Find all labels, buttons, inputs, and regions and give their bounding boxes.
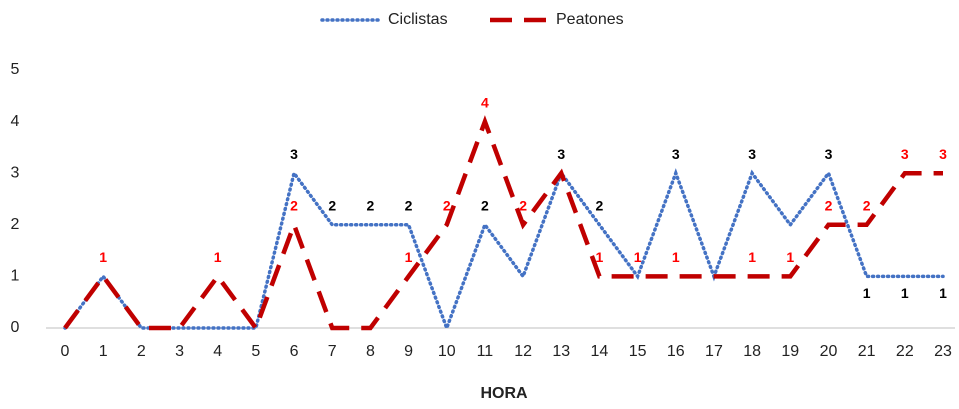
y-tick-label: 4 bbox=[11, 113, 20, 130]
data-label: 3 bbox=[748, 146, 756, 162]
data-label: 1 bbox=[634, 249, 642, 265]
x-axis-label: HORA bbox=[480, 385, 528, 402]
x-tick-label: 17 bbox=[705, 343, 723, 360]
data-label: 3 bbox=[672, 146, 680, 162]
data-label: 2 bbox=[481, 198, 489, 214]
y-tick-label: 1 bbox=[11, 268, 20, 285]
data-label: 1 bbox=[748, 249, 756, 265]
x-tick-label: 4 bbox=[213, 343, 222, 360]
x-tick-label: 12 bbox=[514, 343, 532, 360]
data-label: 3 bbox=[290, 146, 298, 162]
data-label: 2 bbox=[863, 198, 871, 214]
y-tick-label: 2 bbox=[11, 216, 20, 233]
data-label: 2 bbox=[328, 198, 336, 214]
x-tick-label: 23 bbox=[934, 343, 952, 360]
x-tick-label: 21 bbox=[858, 343, 876, 360]
series-line bbox=[63, 168, 945, 334]
x-tick-label: 8 bbox=[366, 343, 375, 360]
data-label: 1 bbox=[214, 249, 222, 265]
x-tick-label: 13 bbox=[552, 343, 570, 360]
data-label: 1 bbox=[901, 285, 909, 301]
data-label: 1 bbox=[672, 249, 680, 265]
x-tick-label: 3 bbox=[175, 343, 184, 360]
legend-label: Peatones bbox=[556, 11, 624, 28]
data-label: 2 bbox=[596, 198, 604, 214]
x-tick-label: 22 bbox=[896, 343, 914, 360]
x-tick-label: 20 bbox=[820, 343, 838, 360]
x-tick-label: 1 bbox=[99, 343, 108, 360]
x-tick-label: 7 bbox=[328, 343, 337, 360]
x-tick-label: 9 bbox=[404, 343, 413, 360]
data-label: 3 bbox=[557, 146, 565, 162]
data-label: 2 bbox=[443, 198, 451, 214]
x-tick-label: 2 bbox=[137, 343, 146, 360]
data-label: 1 bbox=[939, 285, 947, 301]
x-tick-label: 6 bbox=[290, 343, 299, 360]
x-tick-label: 10 bbox=[438, 343, 456, 360]
data-label: 1 bbox=[99, 249, 107, 265]
x-tick-label: 15 bbox=[629, 343, 647, 360]
data-label: 3 bbox=[939, 146, 947, 162]
x-tick-label: 5 bbox=[251, 343, 260, 360]
y-tick-label: 3 bbox=[11, 164, 20, 181]
series-line bbox=[63, 115, 943, 333]
y-tick-label: 0 bbox=[11, 319, 20, 336]
data-label: 4 bbox=[481, 94, 489, 110]
data-label: 2 bbox=[366, 198, 374, 214]
data-label: 1 bbox=[786, 249, 794, 265]
y-tick-label: 5 bbox=[11, 61, 20, 78]
data-label: 2 bbox=[290, 198, 298, 214]
x-tick-label: 0 bbox=[61, 343, 70, 360]
data-label: 3 bbox=[901, 146, 909, 162]
data-label: 1 bbox=[596, 249, 604, 265]
data-label: 2 bbox=[405, 198, 413, 214]
data-label: 3 bbox=[825, 146, 833, 162]
x-tick-label: 14 bbox=[591, 343, 609, 360]
data-label: 2 bbox=[825, 198, 833, 214]
x-tick-label: 16 bbox=[667, 343, 685, 360]
data-label: 1 bbox=[863, 285, 871, 301]
data-label: 1 bbox=[405, 249, 413, 265]
data-label: 2 bbox=[519, 198, 527, 214]
x-tick-label: 11 bbox=[477, 343, 494, 360]
x-tick-label: 18 bbox=[743, 343, 761, 360]
x-tick-label: 19 bbox=[781, 343, 799, 360]
legend-label: Ciclistas bbox=[388, 11, 448, 28]
